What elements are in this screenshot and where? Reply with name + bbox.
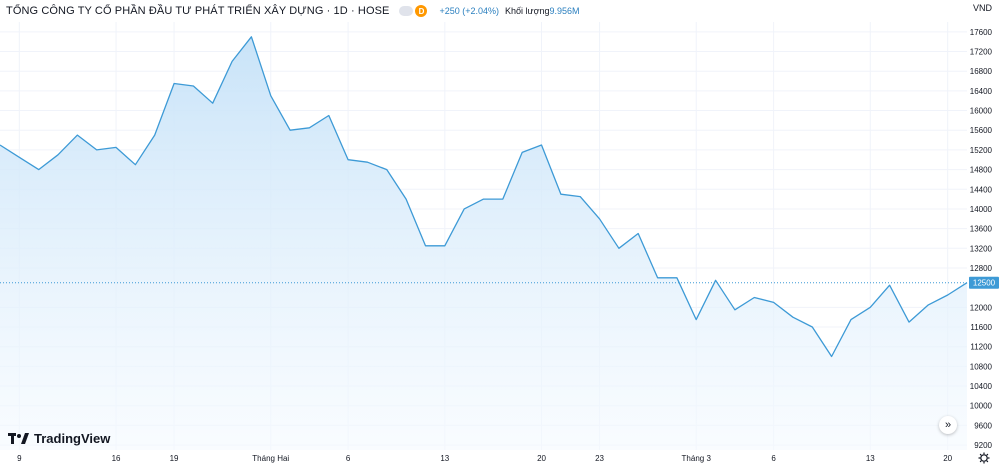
- y-tick-label: 10400: [970, 382, 993, 391]
- y-tick-label: 10000: [970, 402, 993, 411]
- dividend-badge[interactable]: D: [415, 5, 428, 17]
- last-price-badge: [969, 276, 999, 289]
- x-tick-label: 6: [771, 454, 776, 463]
- y-tick-label: 9200: [974, 441, 992, 450]
- gear-icon[interactable]: [978, 452, 990, 464]
- x-tick-label: Tháng Hai: [252, 454, 289, 463]
- y-tick-label: 11200: [970, 343, 992, 352]
- y-tick-label: 13600: [970, 225, 993, 234]
- y-tick-label: 15600: [970, 126, 993, 135]
- y-tick-label: 16400: [970, 87, 993, 96]
- x-tick-label: 16: [112, 454, 121, 463]
- x-tick-label: 19: [170, 454, 179, 463]
- y-tick-label: 14800: [970, 166, 993, 175]
- price-change: +250 (+2.04%): [439, 6, 500, 16]
- status-dot: [399, 6, 414, 16]
- volume-value: 9.956M: [549, 6, 580, 16]
- y-tick-label: 14400: [970, 185, 993, 194]
- y-tick-label: 17200: [970, 48, 993, 57]
- x-tick-label: 6: [346, 454, 351, 463]
- last-price-label: 12500: [973, 279, 996, 288]
- brand-name: TradingView: [34, 431, 111, 446]
- y-tick-label: 15200: [970, 146, 993, 155]
- area-fill: [0, 36, 967, 451]
- scroll-to-realtime-button[interactable]: »: [939, 416, 957, 434]
- x-tick-label: 20: [943, 454, 952, 463]
- y-tick-label: 9600: [974, 421, 992, 430]
- chart-header: TỔNG CÔNG TY CỔ PHẦN ĐẦU TƯ PHÁT TRIỂN X…: [6, 3, 580, 19]
- x-tick-label: 20: [537, 454, 546, 463]
- y-tick-label: 12000: [970, 303, 993, 312]
- y-tick-label: 16000: [970, 107, 993, 116]
- y-tick-label: 12800: [970, 264, 993, 273]
- y-tick-label: 16800: [970, 67, 993, 76]
- y-tick-label: 11600: [970, 323, 992, 332]
- y-tick-label: 14000: [970, 205, 993, 214]
- price-line: [0, 36, 968, 358]
- x-tick-label: 13: [866, 454, 875, 463]
- x-tick-label: 23: [595, 454, 604, 463]
- x-tick-label: 13: [440, 454, 449, 463]
- x-tick-label: Tháng 3: [682, 454, 712, 463]
- y-tick-label: 13200: [970, 244, 993, 253]
- volume-label: Khối lượng: [505, 6, 550, 16]
- tradingview-logo[interactable]: TradingView: [8, 431, 110, 446]
- y-tick-label: 17600: [970, 28, 993, 37]
- currency-label[interactable]: VND: [972, 3, 992, 13]
- symbol-title[interactable]: TỔNG CÔNG TY CỔ PHẦN ĐẦU TƯ PHÁT TRIỂN X…: [6, 5, 390, 17]
- x-tick-label: 9: [17, 454, 22, 463]
- y-tick-label: 10800: [970, 362, 993, 371]
- tradingview-icon: [8, 432, 29, 444]
